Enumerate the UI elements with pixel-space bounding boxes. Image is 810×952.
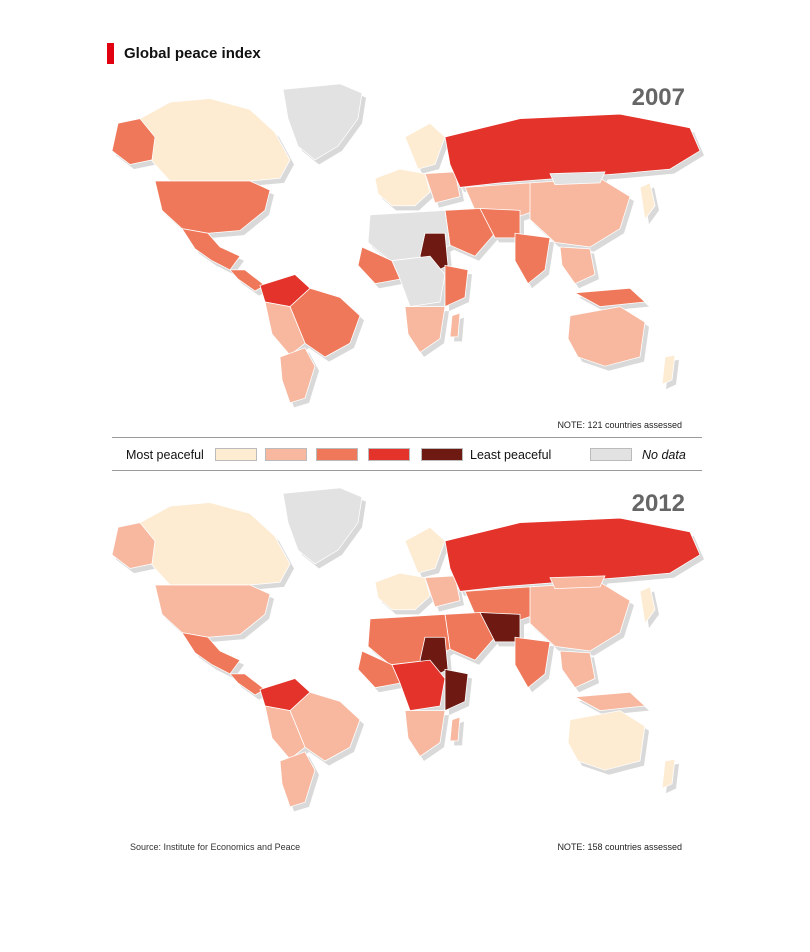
region-mongolia [549, 575, 606, 590]
legend-most-peaceful: Most peaceful [126, 448, 204, 462]
region-argentina [279, 347, 316, 404]
legend-top-rule [112, 437, 702, 438]
region-peru-bol [264, 301, 306, 356]
region-greenland [282, 83, 363, 161]
region-se-asia [559, 246, 596, 285]
region-russia [444, 113, 701, 188]
region-europe-w [374, 168, 431, 207]
region-canada [139, 502, 291, 586]
region-mongolia [549, 171, 606, 186]
map-2007-year: 2007 [631, 84, 685, 111]
legend-swatch-2 [265, 448, 307, 461]
region-brazil [289, 691, 361, 762]
region-new-zealand [661, 354, 676, 386]
region-central-am [229, 269, 266, 292]
region-indonesia [573, 287, 646, 307]
region-brazil [289, 287, 361, 358]
region-russia [444, 517, 701, 592]
region-madagascar [449, 312, 461, 338]
page-title: Global peace index [124, 45, 261, 62]
world-map-2007 [111, 83, 704, 408]
legend-swatch-1 [215, 448, 257, 461]
legend-swatch-5 [421, 448, 463, 461]
region-scandinavia [404, 526, 446, 574]
source-note: Source: Institute for Economics and Peac… [130, 842, 301, 852]
map-2007 [100, 82, 710, 412]
map-regions-2007 [111, 83, 701, 404]
map-regions-2012 [111, 487, 701, 808]
legend-no-data: No data [642, 448, 686, 462]
world-map-2012 [111, 487, 704, 812]
region-canada [139, 98, 291, 182]
region-usa [154, 180, 271, 234]
region-africa-c [391, 659, 446, 711]
legend-swatch-3 [316, 448, 358, 461]
region-europe-w [374, 572, 431, 611]
region-mexico [181, 228, 241, 271]
map-2012-year: 2012 [631, 490, 685, 517]
region-argentina [279, 751, 316, 808]
region-china [529, 581, 631, 652]
legend: Most peaceful Least peaceful No data [112, 446, 702, 466]
region-peru-bol [264, 705, 306, 760]
region-japan [639, 182, 656, 221]
region-india [514, 636, 551, 689]
region-africa-s [404, 306, 446, 353]
legend-swatch-nodata [590, 448, 632, 461]
region-alaska [111, 522, 156, 569]
region-india [514, 232, 551, 285]
region-usa [154, 584, 271, 638]
region-china [529, 177, 631, 248]
region-central-am [229, 673, 266, 696]
region-africa-e [444, 264, 469, 308]
title-accent-bar [107, 43, 114, 64]
region-se-asia [559, 650, 596, 689]
region-new-zealand [661, 758, 676, 790]
region-australia [567, 306, 646, 367]
legend-swatch-4 [368, 448, 410, 461]
region-madagascar [449, 716, 461, 742]
map-2012-note: NOTE: 158 countries assessed [557, 842, 682, 852]
region-greenland [282, 487, 363, 565]
region-indonesia [573, 691, 646, 711]
region-europe-e [424, 575, 461, 608]
region-australia [567, 710, 646, 771]
region-japan [639, 586, 656, 625]
region-mexico [181, 632, 241, 675]
region-alaska [111, 118, 156, 165]
region-africa-s [404, 710, 446, 757]
region-africa-w [357, 246, 401, 285]
region-africa-e [444, 668, 469, 712]
legend-least-peaceful: Least peaceful [470, 448, 552, 462]
map-2007-note: NOTE: 121 countries assessed [557, 420, 682, 430]
region-scandinavia [404, 122, 446, 170]
map-2012 [100, 486, 710, 816]
region-europe-e [424, 171, 461, 204]
legend-bottom-rule [112, 470, 702, 471]
region-africa-c [391, 255, 446, 307]
region-africa-w [357, 650, 401, 689]
